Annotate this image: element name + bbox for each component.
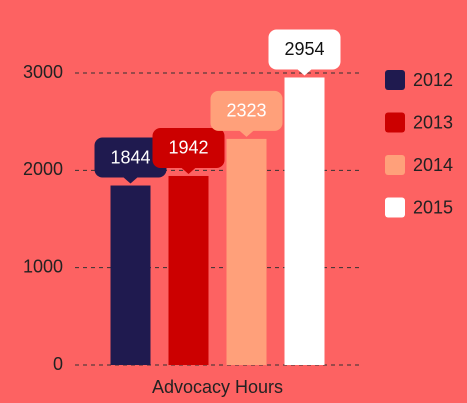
data-label: 1942 [168,138,208,158]
y-tick-label: 2000 [23,159,63,179]
data-label: 2954 [284,39,324,59]
label-callout [180,166,197,174]
label-box [268,29,341,70]
legend-swatch [385,197,405,218]
y-tick-label: 3000 [23,62,63,82]
label-callout [296,68,313,76]
data-label: 2323 [226,101,266,121]
legend-label: 2015 [413,197,453,217]
label-callout [122,176,139,184]
legend-swatch [385,155,405,175]
y-tick-label: 1000 [23,256,63,276]
bar [284,77,325,366]
legend-label: 2012 [413,70,453,90]
bar [110,185,151,365]
y-tick-label: 0 [53,354,63,374]
legend-swatch [385,112,405,133]
label-box [210,90,283,131]
label-box [152,127,225,168]
legend-label: 2014 [413,155,453,175]
bar [226,138,267,365]
legend-swatch [385,70,405,90]
data-label: 1844 [110,147,150,167]
x-tick-label: Advocacy Hours [152,377,283,397]
label-callout [238,129,255,137]
label-box [94,137,167,178]
legend-label: 2013 [413,112,453,132]
bar [168,175,209,365]
